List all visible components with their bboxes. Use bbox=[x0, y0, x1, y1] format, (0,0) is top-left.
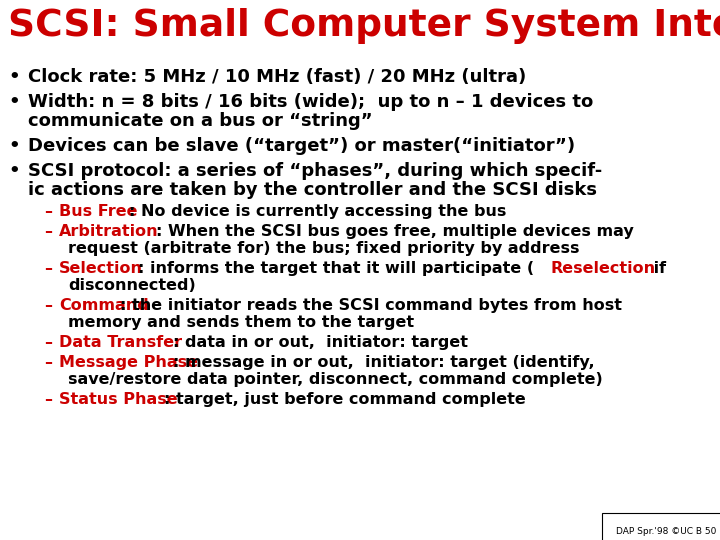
Text: –: – bbox=[45, 224, 58, 239]
Text: SCSI protocol: a series of “phases”, during which specif-: SCSI protocol: a series of “phases”, dur… bbox=[28, 162, 602, 180]
Text: : data in or out,  initiator: target: : data in or out, initiator: target bbox=[174, 335, 468, 350]
Text: Bus Free: Bus Free bbox=[59, 204, 138, 219]
Text: •: • bbox=[8, 137, 19, 155]
Text: : target, just before command complete: : target, just before command complete bbox=[164, 392, 526, 407]
Text: Clock rate: 5 MHz / 10 MHz (fast) / 20 MHz (ultra): Clock rate: 5 MHz / 10 MHz (fast) / 20 M… bbox=[28, 68, 526, 86]
Text: •: • bbox=[8, 93, 19, 111]
Text: request (arbitrate for) the bus; fixed priority by address: request (arbitrate for) the bus; fixed p… bbox=[68, 241, 580, 256]
Text: communicate on a bus or “string”: communicate on a bus or “string” bbox=[28, 112, 373, 130]
Text: disconnected): disconnected) bbox=[68, 278, 196, 293]
Text: : the initiator reads the SCSI command bytes from host: : the initiator reads the SCSI command b… bbox=[120, 298, 623, 313]
Text: –: – bbox=[45, 392, 58, 407]
Text: Command: Command bbox=[59, 298, 149, 313]
Text: –: – bbox=[45, 204, 58, 219]
Text: : message in or out,  initiator: target (identify,: : message in or out, initiator: target (… bbox=[174, 355, 595, 370]
Text: –: – bbox=[45, 355, 58, 370]
Text: Reselection: Reselection bbox=[551, 261, 656, 276]
Text: SCSI: Small Computer System Interface: SCSI: Small Computer System Interface bbox=[8, 8, 720, 44]
Text: DAP Spr.'98 ©UC B 50: DAP Spr.'98 ©UC B 50 bbox=[616, 527, 716, 536]
Text: –: – bbox=[45, 335, 58, 350]
Text: : informs the target that it will participate (: : informs the target that it will partic… bbox=[138, 261, 534, 276]
Text: Devices can be slave (“target”) or master(“initiator”): Devices can be slave (“target”) or maste… bbox=[28, 137, 575, 155]
Text: •: • bbox=[8, 162, 19, 180]
Text: •: • bbox=[8, 68, 19, 86]
Text: –: – bbox=[45, 261, 58, 276]
Text: Message Phase: Message Phase bbox=[59, 355, 198, 370]
Text: Arbitration: Arbitration bbox=[59, 224, 158, 239]
Text: Width: n = 8 bits / 16 bits (wide);  up to n – 1 devices to: Width: n = 8 bits / 16 bits (wide); up t… bbox=[28, 93, 593, 111]
Text: save/restore data pointer, disconnect, command complete): save/restore data pointer, disconnect, c… bbox=[68, 372, 603, 387]
Text: Status Phase: Status Phase bbox=[59, 392, 178, 407]
Text: : When the SCSI bus goes free, multiple devices may: : When the SCSI bus goes free, multiple … bbox=[156, 224, 634, 239]
Text: Selection: Selection bbox=[59, 261, 143, 276]
Text: : No device is currently accessing the bus: : No device is currently accessing the b… bbox=[130, 204, 507, 219]
Text: Data Transfer: Data Transfer bbox=[59, 335, 182, 350]
Text: if: if bbox=[647, 261, 666, 276]
Text: memory and sends them to the target: memory and sends them to the target bbox=[68, 315, 414, 330]
Text: ic actions are taken by the controller and the SCSI disks: ic actions are taken by the controller a… bbox=[28, 181, 597, 199]
Text: –: – bbox=[45, 298, 58, 313]
